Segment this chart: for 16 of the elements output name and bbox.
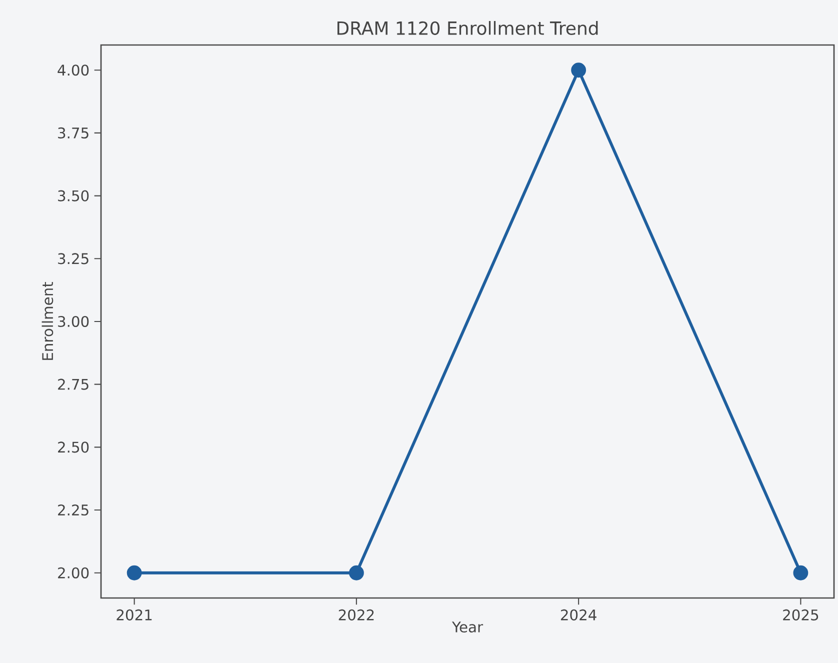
y-tick-label: 2.25 bbox=[58, 504, 88, 516]
y-tick-label: 3.00 bbox=[58, 316, 89, 328]
y-tick-label: 3.50 bbox=[58, 190, 89, 202]
x-tick-label: 2022 bbox=[338, 609, 374, 620]
x-tick-label: 2025 bbox=[783, 609, 818, 620]
y-tick-label: 2.50 bbox=[58, 442, 89, 453]
y-tick-label: 4.00 bbox=[58, 64, 89, 76]
y-tick-label: 3.25 bbox=[58, 253, 88, 264]
chart-title: DRAM 1120 Enrollment Trend bbox=[337, 21, 598, 35]
y-axis-title: Enrollment bbox=[42, 282, 54, 360]
x-axis-title: Year bbox=[452, 622, 484, 633]
y-tick-label: 2.75 bbox=[58, 378, 88, 390]
y-tick-label: 2.00 bbox=[58, 567, 89, 578]
y-tick-label: 3.75 bbox=[58, 127, 88, 139]
x-tick-label: 2021 bbox=[116, 609, 152, 620]
x-tick-label: 2024 bbox=[560, 609, 596, 620]
